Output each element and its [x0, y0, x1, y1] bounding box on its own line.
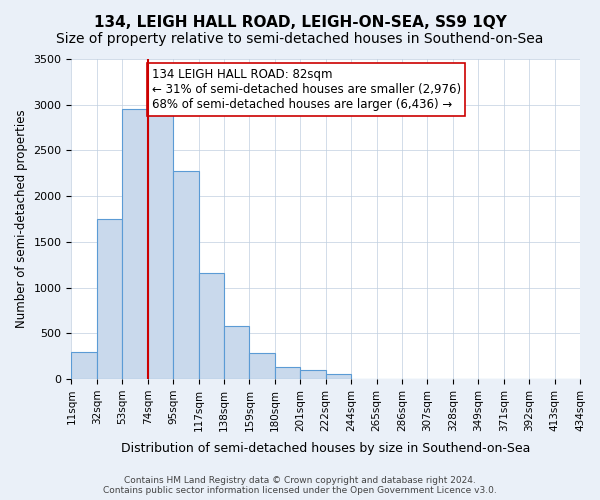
Bar: [173, 170, 199, 379]
Bar: [199, 273, 224, 379]
Text: Size of property relative to semi-detached houses in Southend-on-Sea: Size of property relative to semi-detach…: [56, 32, 544, 46]
Bar: [224, 326, 250, 379]
Text: 134, LEIGH HALL ROAD, LEIGH-ON-SEA, SS9 1QY: 134, LEIGH HALL ROAD, LEIGH-ON-SEA, SS9 …: [94, 15, 506, 30]
Y-axis label: Number of semi-detached properties: Number of semi-detached properties: [15, 110, 28, 328]
Bar: [122, 110, 148, 379]
Bar: [71, 352, 97, 379]
Bar: [97, 219, 122, 379]
Text: 134 LEIGH HALL ROAD: 82sqm
← 31% of semi-detached houses are smaller (2,976)
68%: 134 LEIGH HALL ROAD: 82sqm ← 31% of semi…: [152, 68, 461, 111]
Bar: [326, 374, 351, 379]
Bar: [148, 110, 173, 379]
Text: Contains HM Land Registry data © Crown copyright and database right 2024.
Contai: Contains HM Land Registry data © Crown c…: [103, 476, 497, 495]
Bar: [300, 370, 326, 379]
Bar: [250, 354, 275, 379]
Bar: [275, 367, 300, 379]
X-axis label: Distribution of semi-detached houses by size in Southend-on-Sea: Distribution of semi-detached houses by …: [121, 442, 530, 455]
